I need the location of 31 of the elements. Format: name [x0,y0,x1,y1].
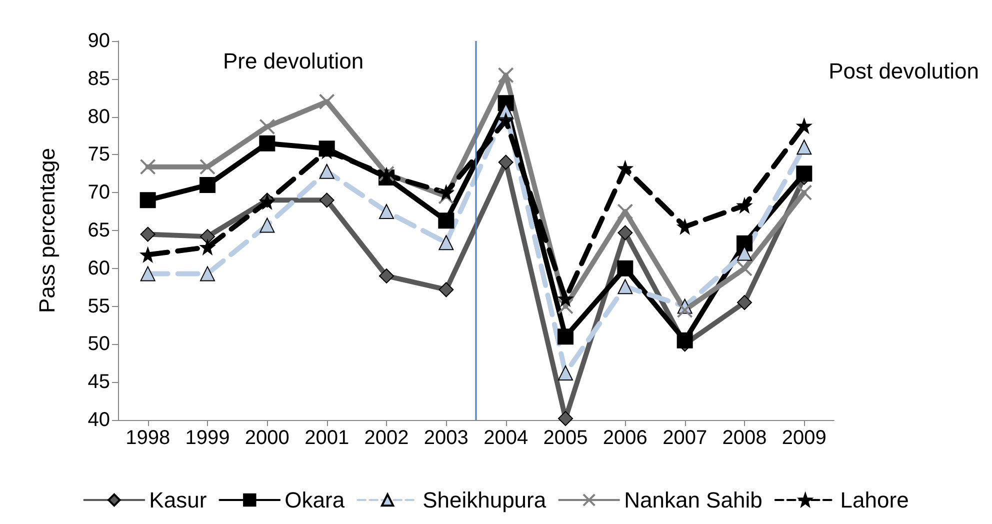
y-tick-label: 55 [88,295,110,318]
y-tick-label: 50 [88,333,110,356]
legend-label: Okara [284,488,346,512]
x-tick-label: 2007 [662,427,708,449]
y-tick-label: 90 [88,30,110,52]
legend-label: Sheikhupura [422,488,547,512]
annotation: Pre devolution [223,48,364,74]
x-tick-label: 2006 [602,427,648,449]
x-tick-label: 2000 [244,427,290,449]
x-tick-label: 2004 [484,427,528,449]
x-tick-label: 2001 [304,427,350,449]
x-tick-label: 2005 [543,427,588,449]
annotation: Post devolution [828,58,980,84]
legend-label: Lahore [840,488,909,512]
x-tick-label: 1998 [126,427,170,449]
x-tick-label: 2003 [424,427,468,449]
legend-label: Nankan Sahib [624,488,762,512]
y-tick-label: 80 [88,106,110,128]
x-tick-label: 2002 [364,427,409,449]
y-tick-label: 65 [88,220,110,242]
x-tick-label: 2009 [782,427,826,449]
y-tick-label: 70 [88,182,110,204]
y-axis-title: Pass percentage [34,148,60,314]
y-tick-label: 60 [88,257,110,280]
y-tick-label: 40 [88,409,110,431]
y-tick-label: 85 [88,68,110,90]
y-tick-label: 45 [88,371,110,394]
legend-label: Kasur [149,488,207,512]
x-tick-label: 1999 [185,427,230,449]
x-tick-label: 2008 [722,427,767,449]
y-tick-label: 75 [88,144,110,166]
